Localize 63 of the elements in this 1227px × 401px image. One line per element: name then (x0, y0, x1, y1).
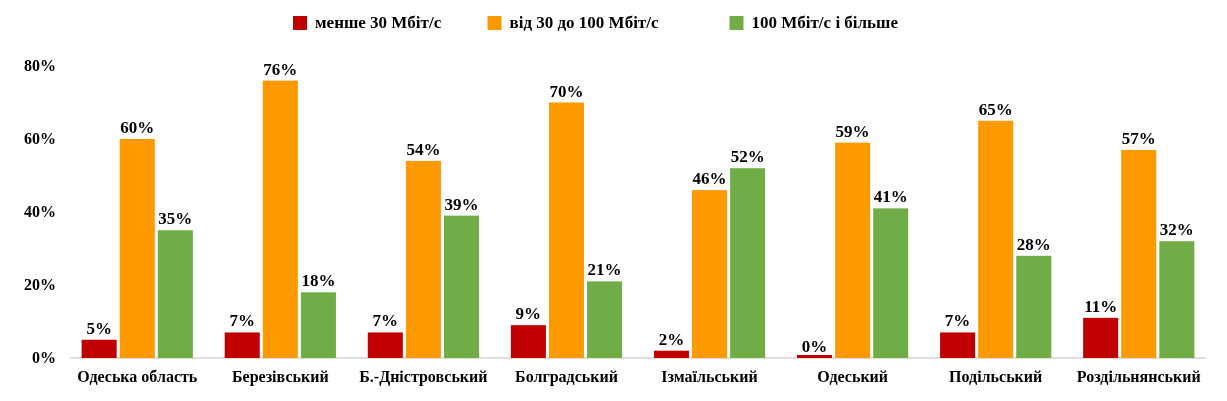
data-label: 5% (86, 318, 112, 338)
data-label: 7% (229, 311, 255, 331)
data-label: 46% (692, 169, 727, 189)
x-tick-label: Березівський (232, 368, 329, 386)
bar (262, 80, 298, 358)
bar (81, 339, 117, 358)
bar (1083, 317, 1119, 358)
data-label: 76% (263, 59, 298, 79)
bar (730, 168, 766, 358)
data-label: 35% (158, 209, 193, 229)
bar (300, 292, 336, 358)
data-label: 0% (801, 337, 828, 356)
bar (119, 139, 155, 358)
bar (940, 332, 976, 358)
data-label: 41% (873, 187, 908, 207)
data-label: 7% (944, 311, 971, 331)
x-tick-label: Болградський (515, 368, 618, 386)
bar (510, 325, 546, 358)
data-label: 11% (1084, 296, 1118, 316)
bar (157, 230, 193, 358)
x-tick-label: Роздільнянський (1076, 368, 1201, 385)
bar (978, 120, 1014, 358)
bar (1121, 149, 1157, 358)
data-label: 52% (730, 147, 765, 167)
data-label: 70% (549, 81, 584, 101)
bar (548, 102, 584, 358)
bar (873, 208, 909, 358)
x-tick-label: Одеська область (77, 368, 198, 385)
data-label: 60% (120, 118, 155, 137)
data-label: 2% (658, 329, 685, 349)
bar (653, 350, 689, 358)
legend-label: від 30 до 100 Мбіт/с (509, 13, 659, 32)
legend-label: менше 30 Мбіт/с (315, 13, 442, 32)
data-label: 57% (1121, 128, 1156, 148)
data-label: 59% (835, 121, 870, 141)
bar (587, 281, 623, 358)
bar (367, 332, 403, 358)
bar (443, 215, 479, 358)
bar (1159, 241, 1195, 358)
data-label: 18% (301, 271, 336, 291)
data-label: 21% (587, 260, 622, 280)
bar (405, 160, 441, 358)
data-label: 28% (1016, 234, 1051, 254)
x-tick-label: Одеський (817, 368, 889, 385)
bar (692, 190, 728, 358)
bar (224, 332, 260, 358)
data-label: 65% (978, 99, 1013, 119)
y-tick-label: 40% (24, 203, 56, 220)
y-tick-label: 0% (32, 349, 56, 366)
x-tick-label: Б.-Дністровський (359, 368, 488, 386)
x-tick-label: Подільський (949, 368, 1043, 385)
data-label: 9% (515, 304, 542, 324)
bar (835, 142, 871, 358)
data-label: 32% (1159, 220, 1194, 240)
legend-label: 100 Мбіт/с і більше (751, 13, 899, 32)
x-tick-label: Ізмаїльський (661, 368, 758, 385)
y-tick-label: 80% (24, 57, 56, 74)
y-tick-label: 20% (24, 276, 56, 293)
data-label: 54% (406, 139, 441, 159)
data-label: 39% (444, 194, 479, 214)
data-label: 7% (372, 311, 399, 331)
y-tick-label: 60% (24, 130, 56, 147)
bar (1016, 255, 1052, 358)
